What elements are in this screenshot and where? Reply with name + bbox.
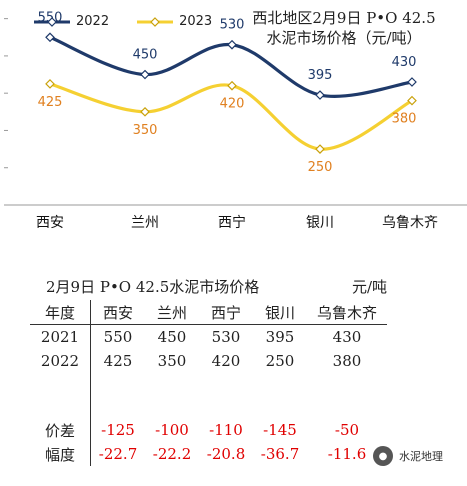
data-label-2022: 430 bbox=[392, 55, 417, 70]
series-markers bbox=[45, 32, 417, 154]
data-label-2023: 420 bbox=[220, 97, 245, 112]
line-chart: 550450530395430425350420250380 西安 兰州 西宁 银川乌… bbox=[4, 10, 467, 231]
y-axis-ticks bbox=[4, 18, 8, 169]
table-cell: 530 bbox=[211, 328, 241, 346]
table-cell: 250 bbox=[265, 352, 295, 370]
legend-item-2023: 2023 bbox=[137, 14, 212, 29]
table-row: 2021 550 450 530 395 430 bbox=[30, 324, 387, 349]
table-cell: 450 bbox=[157, 328, 187, 346]
x-tick-label: 西安 bbox=[36, 215, 64, 231]
point-marker-2023 bbox=[315, 144, 325, 154]
header-cell: 兰州 bbox=[145, 300, 199, 325]
table-cell: -50 bbox=[334, 421, 360, 439]
legend-swatch-2022 bbox=[34, 16, 70, 27]
table-cell: -22.2 bbox=[152, 445, 192, 463]
table-spacer-row bbox=[30, 373, 387, 418]
x-axis-tick-labels: 西安 兰州 西宁 银川 乌鲁木齐 bbox=[36, 214, 438, 231]
table-row: 幅度 -22.7 -22.2 -20.8 -36.7 -11.6 bbox=[30, 442, 387, 466]
point-marker-2023 bbox=[407, 95, 417, 106]
point-marker-2022 bbox=[227, 39, 237, 50]
x-tick-label: 乌鲁木齐 bbox=[382, 215, 438, 231]
table-cell: 425 bbox=[103, 352, 133, 370]
legend-label-2022: 2022 bbox=[76, 14, 110, 29]
x-tick-label: 西宁 bbox=[218, 214, 246, 231]
table-header-row: 年度 西安 兰州 西宁 银川 乌鲁木齐 bbox=[30, 300, 387, 325]
chart-title: 西北地区2月9日 P•O 42.5 水泥市场价格（元/吨） bbox=[224, 8, 464, 48]
table-row: 2022 425 350 420 250 380 bbox=[30, 349, 387, 373]
header-cell: 乌鲁木齐 bbox=[307, 300, 387, 325]
point-marker-2023 bbox=[45, 79, 55, 89]
data-label-2023: 425 bbox=[38, 95, 63, 110]
table-cell: -36.7 bbox=[260, 445, 300, 463]
price-table: 年度 西安 兰州 西宁 银川 乌鲁木齐 2021 550 450 530 395… bbox=[30, 300, 387, 466]
row-label: 价差 bbox=[30, 418, 91, 442]
data-label-2023: 380 bbox=[392, 112, 417, 127]
watermark: ● 水泥地理 bbox=[373, 446, 443, 466]
table-cell: 350 bbox=[157, 352, 187, 370]
table-cell: 550 bbox=[103, 328, 133, 346]
table-cell: -22.7 bbox=[98, 445, 138, 463]
table-cell: -11.6 bbox=[327, 445, 367, 463]
point-marker-2022 bbox=[407, 77, 417, 87]
wechat-logo-icon: ● bbox=[373, 446, 393, 466]
point-marker-2023 bbox=[227, 80, 237, 91]
header-cell: 年度 bbox=[30, 300, 91, 325]
point-marker-2022 bbox=[315, 90, 325, 100]
row-label: 2021 bbox=[30, 324, 91, 349]
header-cell: 西宁 bbox=[199, 300, 253, 325]
data-label-2022: 530 bbox=[220, 18, 245, 33]
watermark-text: 水泥地理 bbox=[399, 450, 443, 463]
legend-label-2023: 2023 bbox=[179, 14, 213, 29]
table-cell: 430 bbox=[332, 328, 362, 346]
table-row: 价差 -125 -100 -110 -145 -50 bbox=[30, 418, 387, 442]
point-marker-2022 bbox=[140, 69, 150, 80]
series-lines bbox=[49, 35, 413, 151]
x-tick-label: 银川 bbox=[306, 215, 334, 231]
legend: 2022 2023 bbox=[34, 14, 212, 29]
data-label-2022: 395 bbox=[308, 68, 333, 83]
table-cell: -145 bbox=[263, 421, 297, 439]
header-cell: 银川 bbox=[253, 300, 307, 325]
table-cell: 420 bbox=[211, 352, 241, 370]
point-marker-2022 bbox=[45, 32, 55, 43]
table-cell: -125 bbox=[101, 421, 135, 439]
data-label-2022: 450 bbox=[133, 48, 158, 63]
legend-item-2022: 2022 bbox=[34, 14, 109, 29]
table-cell: -20.8 bbox=[206, 445, 246, 463]
table-cell: -110 bbox=[209, 421, 243, 439]
data-label-2023: 250 bbox=[308, 160, 333, 175]
table-cell: -100 bbox=[155, 421, 189, 439]
data-label-2023: 350 bbox=[133, 123, 158, 138]
table-unit: 元/吨 bbox=[352, 278, 388, 296]
chart-title-line2: 水泥市场价格（元/吨） bbox=[266, 29, 422, 47]
table-cell: 380 bbox=[332, 352, 362, 370]
point-marker-2023 bbox=[140, 106, 150, 117]
table-title: 2月9日 P•O 42.5水泥市场价格 bbox=[46, 278, 260, 296]
header-cell: 西安 bbox=[90, 300, 145, 325]
legend-swatch-2023 bbox=[137, 16, 174, 27]
table-cell: 395 bbox=[265, 328, 295, 346]
x-tick-label: 兰州 bbox=[131, 215, 159, 231]
row-label: 幅度 bbox=[30, 442, 91, 466]
row-label: 2022 bbox=[30, 349, 91, 373]
chart-title-line1: 西北地区2月9日 P•O 42.5 bbox=[252, 9, 436, 27]
